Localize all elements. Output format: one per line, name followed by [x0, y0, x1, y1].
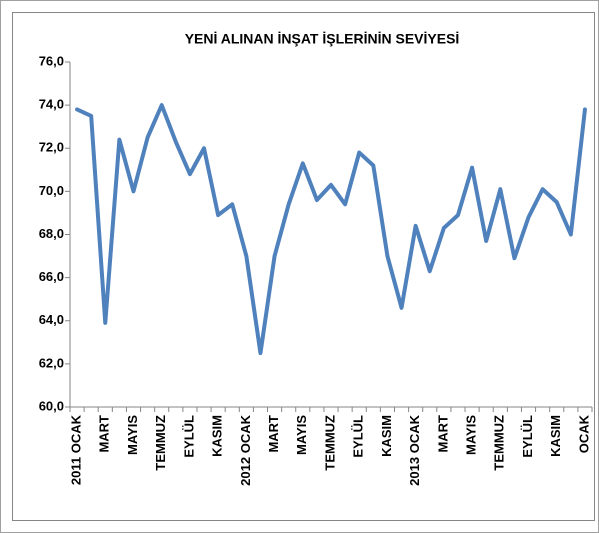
- y-tick-label: 62,0: [39, 355, 64, 370]
- x-tick-label: MAYIS: [125, 415, 140, 455]
- data-line: [75, 103, 587, 356]
- x-tick-label: KASIM: [379, 415, 394, 457]
- y-tick-label: 66,0: [39, 269, 64, 284]
- y-tick-label: 70,0: [39, 183, 64, 198]
- x-tick-label: MAYIS: [294, 415, 309, 455]
- x-tick-label: MART: [266, 415, 281, 453]
- y-tick-label: 68,0: [39, 226, 64, 241]
- x-tick-label: KASIM: [210, 415, 225, 457]
- x-tick-label: MAYIS: [464, 415, 479, 455]
- y-tick-label: 64,0: [39, 312, 64, 327]
- y-tick-label: 76,0: [39, 53, 64, 68]
- y-tick-label: 60,0: [39, 398, 64, 413]
- x-tick-label: MART: [435, 415, 450, 453]
- x-tick-label: 2013 OCAK: [407, 414, 422, 485]
- y-tick-label: 72,0: [39, 140, 64, 155]
- x-tick-label: EYLÜL: [351, 415, 366, 458]
- chart-title: YENİ ALINAN İNŞAT İŞLERİNİN SEVİYESİ: [185, 31, 460, 47]
- x-tick-label: TEMMUZ: [322, 415, 337, 471]
- y-tick-label: 74,0: [39, 97, 64, 112]
- x-tick-label: EYLÜL: [520, 415, 535, 458]
- x-tick-label: 2011 OCAK: [68, 414, 83, 485]
- x-tick-label: 2012 OCAK: [238, 414, 253, 485]
- x-tick-label: OCAK: [576, 414, 591, 453]
- x-tick-label: EYLÜL: [181, 415, 196, 458]
- x-tick-label: TEMMUZ: [153, 415, 168, 471]
- x-tick-label: MART: [97, 415, 112, 453]
- x-tick-label: KASIM: [548, 415, 563, 457]
- x-tick-label: TEMMUZ: [492, 415, 507, 471]
